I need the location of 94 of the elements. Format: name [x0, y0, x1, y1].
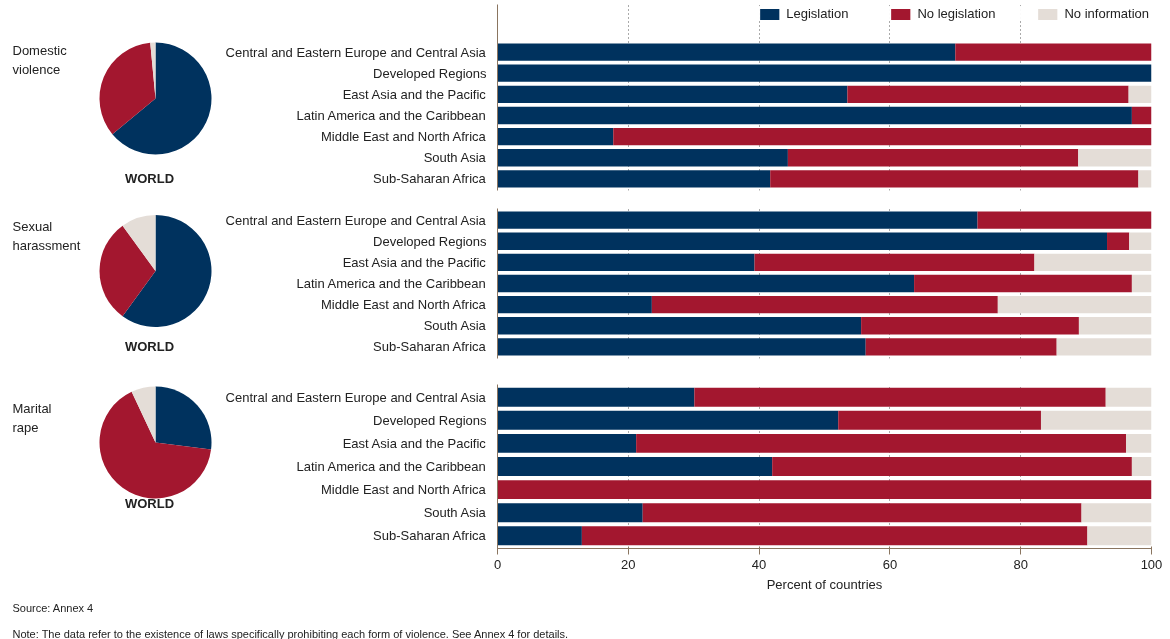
bar	[497, 433, 637, 453]
y-tick-label: Central and Eastern Europe and Central Asia	[225, 389, 487, 405]
y-tick-label: East Asia and the Pacific	[342, 435, 487, 451]
legend-label: Legislation	[786, 6, 849, 21]
y-tick-label: Developed Regions	[373, 233, 487, 249]
x-tick-label: 100	[1140, 556, 1163, 572]
bar	[955, 43, 1152, 61]
bar	[497, 295, 652, 314]
y-tick-label: East Asia and the Pacific	[342, 254, 487, 270]
bar	[1129, 232, 1152, 250]
text: Domestic violence	[12, 42, 68, 77]
bar	[1040, 410, 1152, 430]
x-tick-label: 40	[751, 556, 767, 572]
bar	[581, 526, 1088, 546]
bar	[1087, 526, 1152, 546]
bar	[694, 387, 1106, 407]
x-tick-label: 60	[882, 556, 898, 572]
y-tick-label: Developed Regions	[373, 412, 487, 428]
bar	[497, 149, 788, 167]
y-tick-label: Middle East and North Africa	[321, 129, 487, 145]
bar	[838, 410, 1041, 430]
bar	[1125, 433, 1152, 453]
y-tick-label: South Asia	[423, 318, 487, 334]
legend-label: No legislation	[917, 6, 996, 21]
text: WORLD	[124, 496, 175, 512]
y-tick-label: Sub-Saharan Africa	[373, 528, 487, 544]
y-tick-label: Latin America and the Caribbean	[296, 107, 486, 123]
text: WORLD	[124, 171, 175, 187]
bar	[1128, 85, 1152, 103]
bar	[1081, 503, 1152, 523]
bar	[997, 295, 1152, 314]
bar	[497, 106, 1132, 125]
x-axis-title: Percent of countries	[766, 576, 883, 592]
bar	[497, 317, 862, 335]
source-note: Source: Annex 4	[12, 601, 94, 614]
bar	[497, 457, 773, 476]
y-tick-label: Sub-Saharan Africa	[373, 339, 487, 355]
legend-label: No information	[1064, 6, 1149, 21]
bar	[754, 253, 1035, 272]
bar	[1138, 170, 1152, 188]
bar	[497, 338, 866, 356]
y-tick-label: Central and Eastern Europe and Central Asia	[225, 44, 487, 60]
bar	[861, 317, 1079, 335]
bar	[497, 232, 1108, 250]
bar	[1131, 274, 1152, 293]
text: Note: The data refer to the existence of laws specifically prohibiting each form of violence. See Annex 4 for details.	[12, 627, 569, 639]
y-tick-label: Latin America and the Caribbean	[296, 459, 486, 474]
bar	[1078, 149, 1152, 167]
bar	[772, 457, 1132, 476]
bar	[497, 64, 1152, 82]
bar	[497, 526, 582, 546]
bar	[497, 85, 848, 103]
bar	[497, 387, 695, 407]
y-tick-label: Middle East and North Africa	[321, 482, 487, 498]
y-tick-label: Middle East and North Africa	[321, 297, 487, 313]
bar	[497, 503, 643, 523]
y-tick-label: Sub-Saharan Africa	[373, 171, 487, 187]
bar	[787, 149, 1079, 167]
bar	[651, 295, 998, 314]
y-tick-label: South Asia	[423, 150, 487, 166]
bar	[497, 274, 915, 293]
bar	[977, 211, 1152, 229]
text: Sexual harassment	[12, 219, 81, 253]
bar	[865, 338, 1057, 356]
bar	[497, 43, 956, 61]
bar	[642, 503, 1082, 523]
text: Marital rape	[12, 401, 52, 436]
y-tick-label: East Asia and the Pacific	[342, 86, 487, 102]
bar	[914, 274, 1132, 293]
y-tick-label: Developed Regions	[373, 65, 487, 81]
bar	[1034, 253, 1152, 272]
bar	[847, 85, 1129, 103]
bar	[1078, 317, 1152, 335]
y-tick-label: Latin America and the Caribbean	[296, 276, 486, 291]
bar	[636, 433, 1126, 453]
bar	[497, 127, 614, 146]
bar	[497, 410, 839, 430]
bar	[770, 170, 1139, 188]
bar	[1107, 232, 1130, 250]
bar	[1131, 457, 1152, 476]
bar	[613, 127, 1152, 146]
y-tick-label: South Asia	[423, 505, 487, 521]
bar	[497, 211, 978, 229]
bar	[497, 170, 771, 188]
y-tick-label: Central and Eastern Europe and Central Asia	[225, 212, 487, 228]
bar	[1131, 106, 1152, 125]
bar	[497, 480, 1152, 500]
text: WORLD	[124, 338, 175, 354]
x-tick-label: 0	[493, 556, 502, 572]
bar	[1105, 387, 1152, 407]
x-tick-label: 80	[1013, 556, 1028, 572]
x-tick-label: 20	[621, 556, 636, 572]
bar	[497, 253, 755, 272]
bar	[1056, 338, 1152, 356]
